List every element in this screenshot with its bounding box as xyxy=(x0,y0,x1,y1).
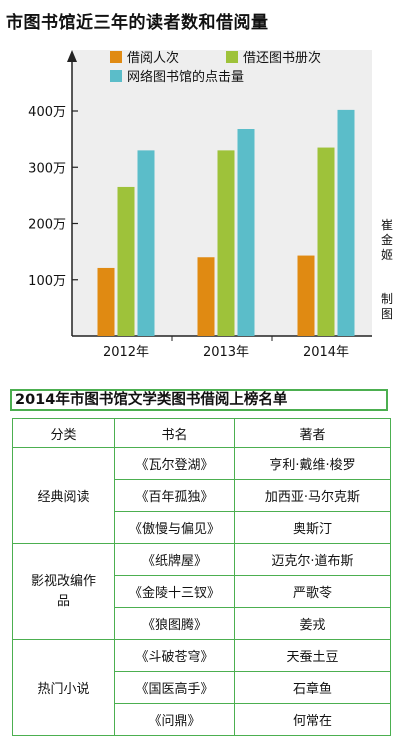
x-tick-label: 2013年 xyxy=(203,345,249,360)
table-row: 《百年孤独》 加西亚·马尔克斯 xyxy=(13,479,391,512)
y-tick-label: 400万 xyxy=(28,105,66,120)
bar xyxy=(137,150,155,336)
category-cell: 经典阅读 xyxy=(12,447,115,544)
ranking-table: 分类 书名 著者 经典阅读 《瓦尔登湖》 亨利·戴维·梭罗 《百年孤独》 加西亚… xyxy=(12,418,391,736)
bar-chart: 100万 200万 300万 400万 2012年 2013年 2014年 借阅人次 借还图书册… xyxy=(28,50,372,360)
table-header-row: 分类 书名 著者 xyxy=(12,418,391,448)
credit-char: 制 xyxy=(380,292,393,306)
table-row: 《狼图腾》 姜戎 xyxy=(13,607,391,640)
bar xyxy=(217,150,235,336)
legend-label: 借还图书册次 xyxy=(243,50,321,66)
book-cell: 《斗破苍穹》 xyxy=(114,639,235,672)
y-tick-label: 300万 xyxy=(28,161,66,176)
legend-label: 借阅人次 xyxy=(127,50,179,66)
author-cell: 石章鱼 xyxy=(234,671,391,704)
author-cell: 奥斯汀 xyxy=(234,511,391,544)
legend-swatch xyxy=(110,70,122,82)
author-cell: 天蚕土豆 xyxy=(234,639,391,672)
chart-title: 市图书馆近三年的读者数和借阅量 xyxy=(6,13,269,33)
author-cell: 何常在 xyxy=(234,703,391,736)
category-cell: 热门小说 xyxy=(12,639,115,736)
table-row: 热门小说 《斗破苍穹》 天蚕土豆 xyxy=(12,639,391,736)
credit-name: 崔 金 姬 xyxy=(380,218,394,263)
table-row: 《金陵十三钗》 严歌苓 xyxy=(13,575,391,608)
credit-made: 制 图 xyxy=(380,292,394,322)
book-cell: 《瓦尔登湖》 xyxy=(114,447,235,480)
y-tick-label: 100万 xyxy=(28,274,66,289)
table-row: 经典阅读 《瓦尔登湖》 亨利·戴维·梭罗 xyxy=(12,447,391,544)
credit-char: 崔 xyxy=(380,218,393,232)
author-cell: 姜戎 xyxy=(234,607,391,640)
table-title: 2014年市图书馆文学类图书借阅上榜名单 xyxy=(10,389,388,411)
book-cell: 《纸牌屋》 xyxy=(114,543,235,576)
table-row: 《傲慢与偏见》 奥斯汀 xyxy=(13,511,391,544)
author-cell: 加西亚·马尔克斯 xyxy=(234,479,391,512)
bar xyxy=(337,109,355,336)
bar xyxy=(317,147,335,336)
credit-char: 姬 xyxy=(380,248,393,262)
author-cell: 亨利·戴维·梭罗 xyxy=(234,447,391,480)
table-row: 影视改编作品 《纸牌屋》 迈克尔·道布斯 xyxy=(12,543,391,640)
header-author: 著者 xyxy=(234,418,391,448)
table-row: 《国医高手》 石章鱼 xyxy=(13,671,391,704)
legend-swatch xyxy=(110,51,122,63)
book-cell: 《国医高手》 xyxy=(114,671,235,704)
credit-char: 金 xyxy=(380,233,393,247)
y-tick-label: 200万 xyxy=(28,218,66,233)
category-label: 影视改编作品 xyxy=(30,573,96,609)
x-tick-label: 2014年 xyxy=(303,345,349,360)
book-cell: 《问鼎》 xyxy=(114,703,235,736)
book-cell: 《狼图腾》 xyxy=(114,607,235,640)
author-cell: 严歌苓 xyxy=(234,575,391,608)
header-category: 分类 xyxy=(12,418,115,448)
legend-swatch xyxy=(226,51,238,63)
legend-label: 网络图书馆的点击量 xyxy=(127,69,244,85)
bar xyxy=(97,267,115,336)
author-cell: 迈克尔·道布斯 xyxy=(234,543,391,576)
book-cell: 《百年孤独》 xyxy=(114,479,235,512)
credit-char: 图 xyxy=(380,307,393,321)
y-axis-arrow xyxy=(67,50,77,62)
bar xyxy=(197,257,215,336)
bar xyxy=(117,186,135,336)
category-cell: 影视改编作品 xyxy=(12,543,115,640)
bar xyxy=(297,255,315,336)
book-cell: 《金陵十三钗》 xyxy=(114,575,235,608)
book-cell: 《傲慢与偏见》 xyxy=(114,511,235,544)
bar xyxy=(237,129,255,336)
x-tick-label: 2012年 xyxy=(103,345,149,360)
header-book: 书名 xyxy=(114,418,235,448)
